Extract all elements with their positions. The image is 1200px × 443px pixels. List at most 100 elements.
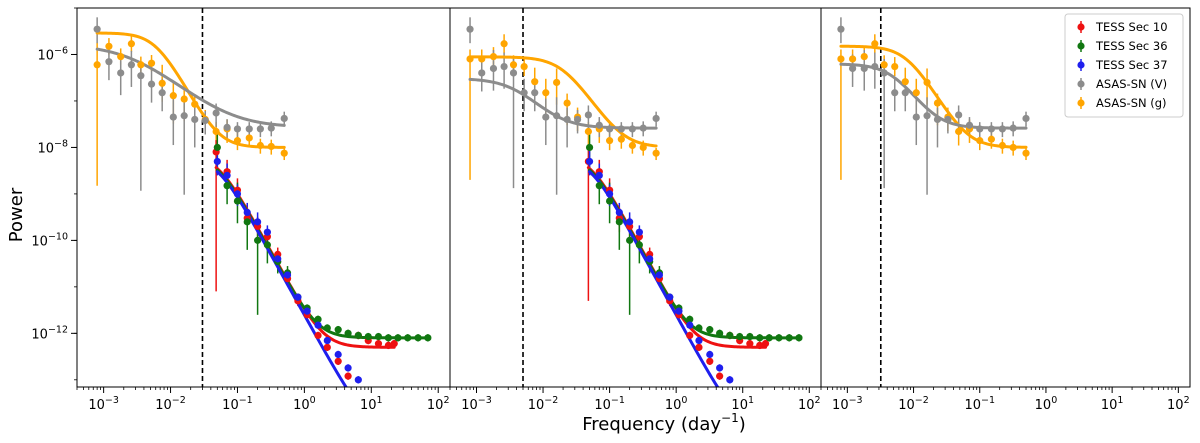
tess10-point	[716, 372, 724, 380]
tess36-point	[354, 331, 362, 340]
tess36-point	[213, 143, 221, 152]
asasV-fit-line	[95, 47, 286, 127]
asasV-point	[912, 113, 920, 121]
asasG-point	[923, 78, 931, 87]
asasG-point	[617, 135, 625, 143]
asasG-point	[976, 137, 984, 145]
asasV-point	[652, 114, 660, 123]
asasV-fit-line	[468, 77, 658, 130]
asasG-point	[912, 89, 920, 97]
asasG-point	[860, 53, 868, 61]
asasG-point	[901, 78, 909, 86]
asasG-point	[542, 89, 550, 97]
asasG-point	[998, 141, 1007, 150]
tess36-point	[334, 326, 342, 334]
asasG-point	[891, 62, 899, 71]
tess36-point	[223, 182, 231, 190]
tess37-point	[695, 336, 703, 345]
asasV-point	[267, 124, 275, 132]
asasV-point	[509, 69, 518, 77]
legend-label: ASAS-SN (g)	[1096, 96, 1167, 110]
asasG-point	[93, 61, 101, 69]
asasV-point	[987, 125, 996, 133]
asasV-point	[280, 114, 288, 123]
asasV-point	[563, 115, 571, 124]
tess36-point	[254, 236, 262, 244]
asasV-point	[531, 89, 539, 97]
asasG-point	[147, 59, 156, 67]
asasV-point	[233, 125, 242, 133]
tess10-point	[706, 357, 714, 365]
tess10-point	[314, 331, 322, 340]
asasG-fit-line	[95, 31, 286, 149]
tess37-legend-marker	[1077, 61, 1085, 69]
tess37-point	[635, 228, 643, 236]
tess10-point	[334, 357, 342, 365]
asasG-legend-marker	[1077, 99, 1085, 107]
asasG-point	[466, 55, 474, 63]
asasG-point	[509, 61, 518, 69]
x-tick-label: 10−1	[222, 395, 253, 413]
asasV-point	[955, 111, 963, 119]
asasV-point	[137, 72, 145, 80]
asasV-point	[147, 80, 156, 88]
asasG-point	[267, 142, 275, 151]
tess37-point	[756, 409, 763, 416]
tess36-point	[686, 315, 694, 323]
asasG-point	[955, 127, 963, 136]
tess37-point	[394, 414, 401, 421]
asasG-point	[987, 135, 996, 143]
asasV-point	[127, 61, 135, 69]
tess10-point	[390, 340, 398, 348]
y-tick-label: 10−8	[37, 138, 68, 156]
asasV-point	[117, 69, 125, 77]
asasG-point	[563, 99, 571, 107]
asasG-fit-line	[468, 55, 658, 148]
asasG-point	[105, 42, 113, 50]
asasV-point	[520, 89, 528, 97]
tess36-point	[243, 218, 251, 226]
x-tick-label: 101	[731, 395, 754, 413]
tess10-legend-marker	[1077, 23, 1085, 31]
asasV-point	[500, 62, 508, 71]
panel-1: 10−3 10−2 10−1 100 101 102 10−12 10−10 10−8 10−6	[31, 7, 451, 421]
asasV-point	[169, 113, 177, 121]
legend-label: TESS Sec 10	[1095, 20, 1168, 34]
tess10-point	[344, 372, 352, 380]
tess10-point	[761, 340, 770, 348]
asasG-point	[531, 78, 539, 86]
tess36-point	[263, 241, 271, 249]
tess36-legend-marker	[1077, 42, 1085, 50]
asasV-point	[201, 116, 209, 125]
tess37-point	[666, 293, 674, 301]
asasV-point	[478, 69, 486, 77]
tess37-point	[233, 190, 242, 198]
asasV-point	[860, 64, 868, 73]
tess36-point	[424, 334, 432, 342]
tess37-point	[786, 423, 793, 430]
asasG-point	[169, 92, 177, 100]
asasG-point	[489, 53, 498, 61]
tess37-point	[646, 255, 654, 263]
tess36-point	[756, 334, 764, 342]
tess36-point	[364, 333, 372, 341]
asasV-point	[223, 123, 231, 131]
x-tick-label: 100	[1035, 395, 1058, 413]
tess36-point	[394, 334, 402, 342]
asasG-point	[880, 61, 888, 69]
plot-area-1	[93, 8, 432, 421]
panel-frame	[820, 7, 1191, 388]
asasG-point	[837, 55, 845, 63]
asasV-point	[212, 109, 220, 117]
tess36-point	[795, 334, 803, 342]
asasV-point	[998, 125, 1007, 133]
asasG-point	[180, 95, 188, 103]
tess36-point	[736, 333, 744, 341]
asasG-point	[553, 78, 561, 87]
asasG-point	[158, 79, 166, 87]
tess10-fit-line	[214, 166, 396, 349]
asasG-point	[212, 127, 220, 136]
tess36-point	[785, 334, 793, 342]
asasV-point	[595, 121, 603, 129]
